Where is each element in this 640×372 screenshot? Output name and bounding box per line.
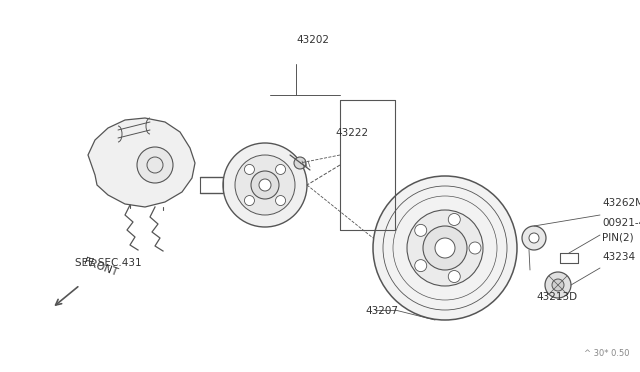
Circle shape [423,226,467,270]
Text: FRONT: FRONT [82,257,118,278]
Circle shape [294,157,306,169]
Circle shape [415,224,427,236]
Circle shape [223,143,307,227]
Circle shape [522,226,546,250]
Text: 43202: 43202 [296,35,329,45]
Text: SEE SEC.431: SEE SEC.431 [75,258,141,268]
Circle shape [407,210,483,286]
Circle shape [137,147,173,183]
Text: 43234: 43234 [602,252,635,262]
Circle shape [545,272,571,298]
Circle shape [448,214,460,225]
Circle shape [276,196,285,206]
Text: ^ 30* 0.50: ^ 30* 0.50 [584,349,630,358]
Text: 43207: 43207 [365,306,398,316]
Circle shape [244,164,255,174]
Polygon shape [88,118,195,207]
Circle shape [448,270,460,282]
Circle shape [373,176,517,320]
Circle shape [276,164,285,174]
Circle shape [469,242,481,254]
Circle shape [235,155,295,215]
Circle shape [244,196,255,206]
Text: 00921-43500: 00921-43500 [602,218,640,228]
Text: 43222: 43222 [335,128,368,138]
Text: 43213D: 43213D [536,292,577,302]
Circle shape [259,179,271,191]
Circle shape [415,260,427,272]
Circle shape [251,171,279,199]
Circle shape [435,238,455,258]
Circle shape [529,233,539,243]
Text: 43262M: 43262M [602,198,640,208]
Circle shape [552,279,564,291]
Text: PIN(2): PIN(2) [602,232,634,242]
